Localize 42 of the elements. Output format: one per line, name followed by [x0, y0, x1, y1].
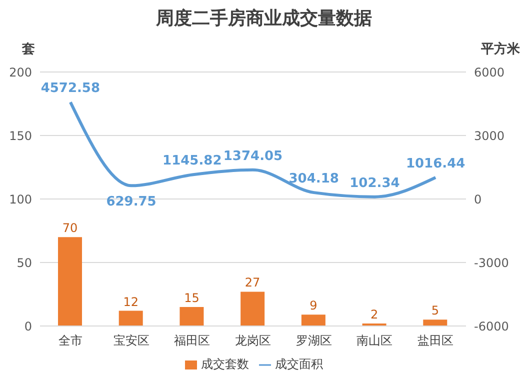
data-label: 27: [244, 276, 260, 290]
data-label: 1374.05: [223, 148, 283, 164]
y-tick-label: 100: [9, 192, 32, 206]
data-label: 102.34: [350, 176, 400, 191]
data-label: 5: [431, 304, 439, 318]
y-tick-label: 150: [9, 128, 32, 143]
data-label: 12: [123, 294, 138, 309]
y-tick-label: 0: [24, 319, 32, 334]
bar: [240, 292, 265, 326]
x-tick-label: 宝安区: [113, 334, 150, 348]
legend-label: 成交套数: [201, 357, 249, 371]
y2-tick-label: -3000: [474, 256, 509, 270]
x-tick-label: 南山区: [356, 334, 393, 348]
data-label: 9: [310, 298, 318, 313]
data-label: 2: [370, 307, 378, 322]
y2-tick-label: 6000: [474, 65, 505, 80]
y2-tick-label: 0: [474, 192, 482, 206]
x-tick-label: 盐田区: [418, 334, 454, 348]
y-axis-title: 套: [22, 41, 35, 58]
y-tick-label: 200: [9, 65, 32, 80]
data-label: 15: [184, 290, 200, 305]
data-label: 1016.44: [406, 156, 466, 172]
bar: [58, 237, 82, 326]
x-tick-label: 罗湖区: [296, 334, 332, 348]
x-tick-label: 全市: [58, 334, 82, 348]
x-tick-label: 龙岗区: [235, 334, 271, 348]
y2-tick-label: -6000: [474, 319, 509, 334]
y2-axis-title: 平方米: [481, 40, 520, 58]
legend-label: 成交面积: [275, 357, 323, 371]
x-tick-label: 福田区: [174, 334, 210, 348]
data-label: 4572.58: [40, 81, 100, 96]
data-label: 629.75: [106, 194, 156, 210]
chart-title: 周度二手房商业成交量数据: [154, 7, 373, 30]
bar: [301, 314, 326, 326]
y2-tick-label: 3000: [474, 128, 505, 143]
y-tick-label: 50: [16, 256, 32, 270]
data-label: 304.18: [288, 172, 339, 187]
bar: [423, 320, 448, 326]
bar: [118, 310, 143, 326]
bar: [180, 306, 204, 326]
data-label: 1145.82: [162, 154, 222, 169]
data-label: 70: [62, 221, 78, 236]
